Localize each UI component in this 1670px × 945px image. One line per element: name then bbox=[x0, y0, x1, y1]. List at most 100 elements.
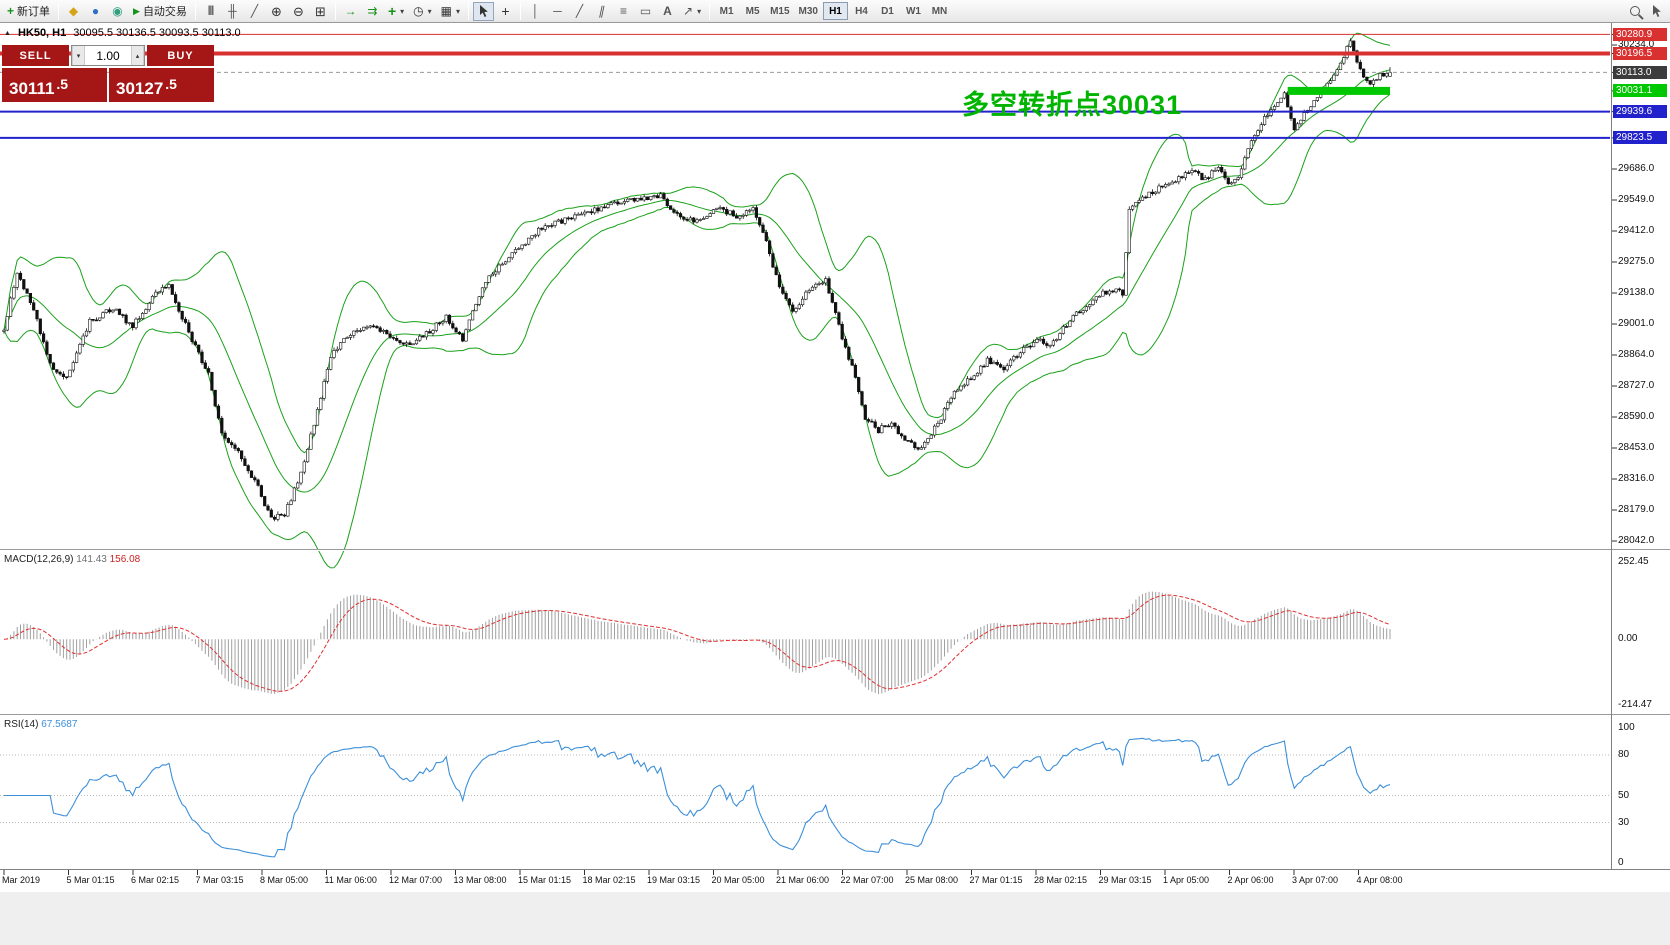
auto-scroll-button[interactable]: → bbox=[340, 2, 361, 21]
timeframe-m30-button[interactable]: M30 bbox=[795, 2, 822, 20]
price-axis-label: 28316.0 bbox=[1618, 473, 1655, 484]
time-axis-label[interactable]: 22 Mar 07:00 bbox=[840, 875, 894, 885]
chart-shift-button[interactable]: ⇉ bbox=[362, 2, 383, 21]
chart-canvas[interactable] bbox=[0, 23, 1670, 945]
time-axis-label[interactable]: 27 Mar 01:15 bbox=[969, 875, 1023, 885]
time-axis-label[interactable]: 12 Mar 07:00 bbox=[389, 875, 443, 885]
toolbar-separator bbox=[520, 2, 521, 20]
zoom-out-button[interactable]: ⊖ bbox=[288, 2, 309, 21]
time-axis-label[interactable]: 3 Apr 07:00 bbox=[1292, 875, 1339, 885]
macd-axis-label: 252.45 bbox=[1618, 556, 1649, 568]
zoom-in-icon: ⊕ bbox=[270, 3, 282, 19]
auto-trading-button[interactable]: ▶ 自动交易 bbox=[129, 2, 191, 21]
rsi-axis-label: 0 bbox=[1618, 857, 1624, 868]
candlestick-chart-button[interactable]: ╫ bbox=[222, 2, 243, 21]
text-tool-button[interactable]: A bbox=[657, 2, 678, 21]
arrows-tool-button[interactable]: ↗ ▾ bbox=[679, 2, 705, 21]
cursor-button[interactable] bbox=[473, 1, 494, 21]
new-order-label: 新订单 bbox=[17, 6, 51, 18]
timeframe-mn-button[interactable]: MN bbox=[927, 2, 952, 20]
timeframe-m5-button[interactable]: M5 bbox=[740, 2, 765, 20]
price-line-label: 30196.5 bbox=[1613, 46, 1667, 60]
rsi-axis-label: 30 bbox=[1618, 816, 1630, 828]
time-axis-label[interactable]: 13 Mar 08:00 bbox=[453, 875, 507, 885]
volume-up-button[interactable]: ▴ bbox=[131, 46, 144, 65]
horizontal-line-button[interactable]: ─ bbox=[547, 2, 568, 21]
search-button[interactable] bbox=[1624, 2, 1645, 21]
bar-chart-button[interactable]: ||| bbox=[200, 2, 221, 21]
sell-price[interactable]: 30111 .5 bbox=[2, 68, 107, 102]
timeframe-m1-button[interactable]: M1 bbox=[714, 2, 739, 20]
timeframe-w1-button[interactable]: W1 bbox=[901, 2, 926, 20]
fibonacci-icon: ≡ bbox=[619, 4, 627, 18]
chart-annotation[interactable]: 多空转折点30031 bbox=[962, 90, 1183, 120]
rsi-value: 67.5687 bbox=[41, 719, 78, 730]
tile-windows-button[interactable]: ⊞ bbox=[310, 2, 331, 21]
bar-chart-icon: ||| bbox=[207, 5, 214, 16]
time-axis-label[interactable]: 2 Apr 06:00 bbox=[1227, 875, 1274, 885]
crosshair-button[interactable]: + bbox=[495, 2, 516, 21]
time-axis-label[interactable]: 21 Mar 06:00 bbox=[776, 875, 830, 885]
price-axis-label: 29275.0 bbox=[1618, 256, 1655, 267]
timeframe-h1-button[interactable]: H1 bbox=[822, 2, 848, 20]
key-level-zone[interactable] bbox=[1287, 86, 1390, 95]
time-axis-label[interactable]: Mar 2019 bbox=[2, 875, 41, 885]
price-axis-label: 28179.0 bbox=[1618, 504, 1655, 515]
time-axis-label[interactable]: 5 Mar 01:15 bbox=[66, 875, 115, 885]
channel-button[interactable]: ∥ bbox=[591, 2, 612, 21]
templates-button[interactable]: ▦ ▾ bbox=[437, 2, 464, 21]
time-axis-label[interactable]: 6 Mar 02:15 bbox=[131, 875, 180, 885]
time-axis-label[interactable]: 4 Apr 08:00 bbox=[1356, 875, 1403, 885]
clock-icon: ◷ bbox=[413, 4, 424, 18]
timeframe-d1-button[interactable]: D1 bbox=[875, 2, 900, 20]
macd-value: 141.43 bbox=[76, 554, 107, 565]
time-axis-label[interactable]: 7 Mar 03:15 bbox=[195, 875, 244, 885]
time-axis-label[interactable]: 25 Mar 08:00 bbox=[905, 875, 959, 885]
time-axis-label[interactable]: 15 Mar 01:15 bbox=[518, 875, 572, 885]
time-axis-label[interactable]: 1 Apr 05:00 bbox=[1163, 875, 1210, 885]
toolbar-separator bbox=[709, 2, 711, 20]
news-button[interactable]: ● bbox=[85, 2, 106, 21]
periods-button[interactable]: ◷ ▾ bbox=[409, 2, 436, 21]
search-icon bbox=[1629, 6, 1640, 16]
tile-windows-icon: ⊞ bbox=[314, 3, 326, 19]
timeframe-m15-button[interactable]: M15 bbox=[766, 2, 793, 20]
volume-down-button[interactable]: ▾ bbox=[72, 46, 85, 65]
vertical-line-button[interactable]: │ bbox=[525, 2, 546, 21]
collapse-panel-icon[interactable]: ▲ bbox=[4, 29, 11, 37]
time-axis-label[interactable]: 28 Mar 02:15 bbox=[1034, 875, 1088, 885]
buy-price[interactable]: 30127 .5 bbox=[109, 68, 214, 102]
line-chart-button[interactable]: ╱ bbox=[244, 2, 265, 21]
ohlc-values: 30095.5 30136.5 30093.5 30113.0 bbox=[73, 27, 241, 39]
price-line-label: 30031.1 bbox=[1613, 84, 1667, 98]
vertical-line-icon: │ bbox=[531, 4, 540, 18]
new-order-button[interactable]: + 新订单 bbox=[3, 2, 54, 21]
time-axis-label[interactable]: 19 Mar 03:15 bbox=[647, 875, 701, 885]
trendline-button[interactable]: ╱ bbox=[569, 2, 590, 21]
indicators-button[interactable]: + ▾ bbox=[384, 2, 408, 21]
symbol-info: ▲ HK50, H1 30095.5 30136.5 30093.5 30113… bbox=[4, 27, 241, 39]
symbols-button[interactable]: ◆ bbox=[63, 2, 84, 21]
price-axis-label: 29412.0 bbox=[1618, 225, 1655, 236]
time-axis-label[interactable]: 18 Mar 02:15 bbox=[582, 875, 636, 885]
shapes-button[interactable]: ▭ bbox=[635, 2, 656, 21]
price-line-label: 29939.6 bbox=[1613, 105, 1667, 119]
timeframe-h4-button[interactable]: H4 bbox=[849, 2, 874, 20]
time-axis-label[interactable]: 11 Mar 06:00 bbox=[324, 875, 377, 885]
pointer-button[interactable] bbox=[1646, 2, 1667, 21]
sell-button[interactable]: SELL bbox=[2, 45, 69, 66]
buy-button[interactable]: BUY bbox=[147, 45, 214, 66]
chart-window[interactable]: ▲ HK50, H1 30095.5 30136.5 30093.5 30113… bbox=[0, 23, 1670, 945]
time-axis-label[interactable]: 8 Mar 05:00 bbox=[260, 875, 309, 885]
community-button[interactable]: ◉ bbox=[107, 2, 128, 21]
fibonacci-button[interactable]: ≡ bbox=[613, 2, 634, 21]
symbol-period-label: HK50, H1 bbox=[17, 27, 67, 39]
price-line-label: 30280.9 bbox=[1613, 27, 1667, 41]
time-axis-label[interactable]: 20 Mar 05:00 bbox=[711, 875, 765, 885]
zoom-in-button[interactable]: ⊕ bbox=[266, 2, 287, 21]
time-axis-label[interactable]: 29 Mar 03:15 bbox=[1098, 875, 1152, 885]
volume-input[interactable] bbox=[85, 46, 131, 65]
line-chart-icon: ╱ bbox=[250, 4, 259, 18]
sell-price-main: 30111 bbox=[9, 79, 55, 98]
price-axis-label: 29686.0 bbox=[1618, 163, 1655, 174]
